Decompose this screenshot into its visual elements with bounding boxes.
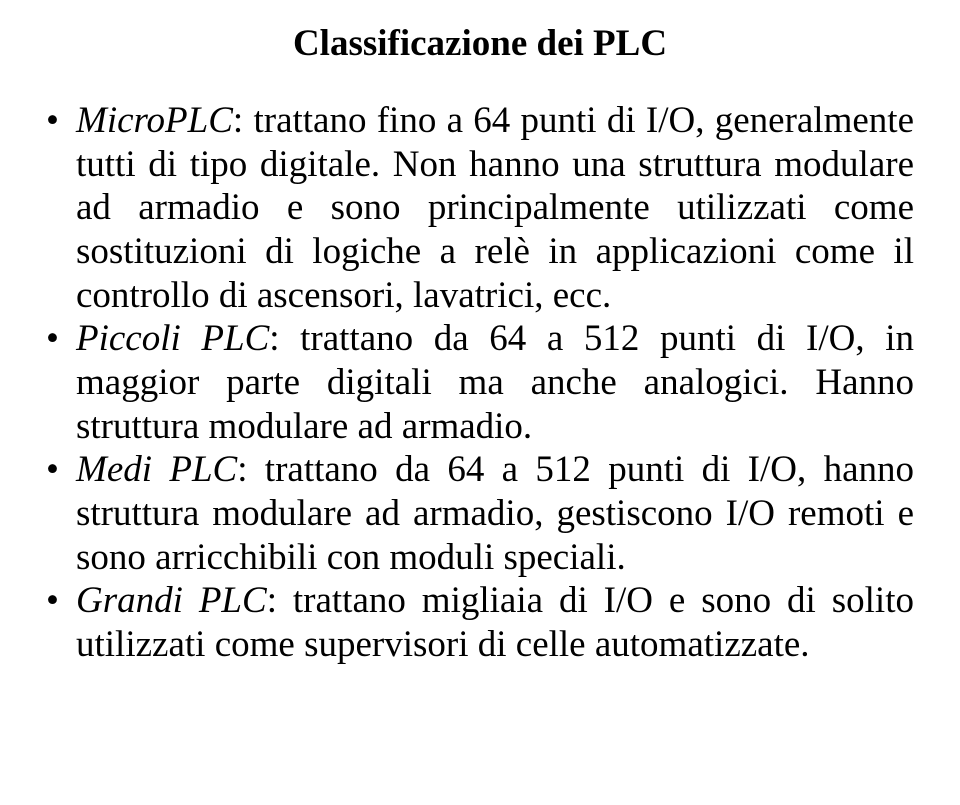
list-item-term: Medi PLC <box>76 449 237 490</box>
document-page: Classificazione dei PLC MicroPLC: tratta… <box>0 0 960 667</box>
list-item-term: MicroPLC <box>76 100 233 141</box>
list-item: MicroPLC: trattano fino a 64 punti di I/… <box>46 99 914 317</box>
bullet-list: MicroPLC: trattano fino a 64 punti di I/… <box>46 99 914 667</box>
list-item: Grandi PLC: trattano migliaia di I/O e s… <box>46 579 914 666</box>
list-item-term: Piccoli PLC <box>76 318 269 359</box>
list-item: Piccoli PLC: trattano da 64 a 512 punti … <box>46 317 914 448</box>
page-title: Classificazione dei PLC <box>46 22 914 65</box>
list-item-term: Grandi PLC <box>76 580 267 621</box>
list-item: Medi PLC: trattano da 64 a 512 punti di … <box>46 448 914 579</box>
